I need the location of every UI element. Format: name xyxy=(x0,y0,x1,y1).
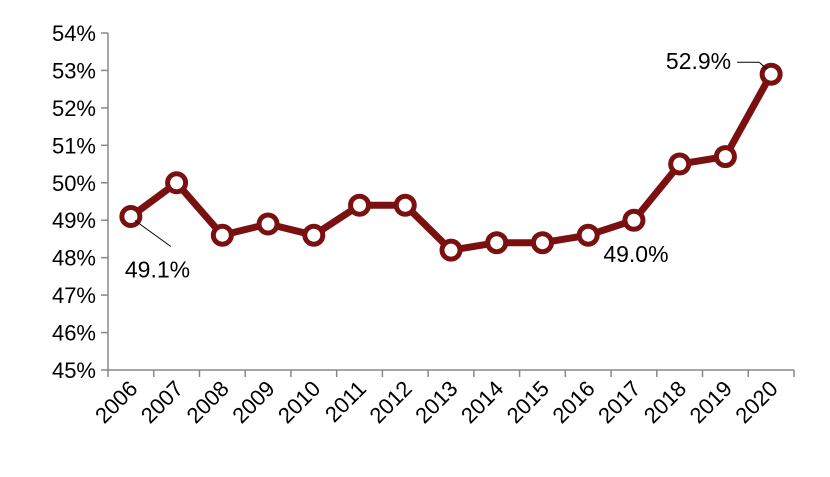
annotation-leader-line xyxy=(758,61,768,70)
data-point-marker xyxy=(348,193,372,217)
x-tick-label: 2007 xyxy=(136,376,188,428)
data-point-marker xyxy=(302,223,326,247)
x-tick-label: 2011 xyxy=(320,376,371,427)
x-tick-label: 2010 xyxy=(273,376,325,428)
y-tick-label: 48% xyxy=(52,246,96,271)
y-tick-label: 46% xyxy=(52,321,96,346)
y-tick-label: 53% xyxy=(52,58,96,83)
y-axis-ticks: 45% 46% 47% 48% 49% 50% 51% 52% 53% 54% xyxy=(52,21,108,383)
y-tick-label: 54% xyxy=(52,21,96,46)
data-point-marker xyxy=(622,208,646,232)
x-tick-label: 2017 xyxy=(593,376,645,428)
x-tick-label: 2012 xyxy=(365,376,417,428)
data-point-marker xyxy=(576,223,600,247)
data-point-marker xyxy=(530,231,554,255)
annotations: 49.1% 49.0% 52.9% xyxy=(125,48,768,282)
x-tick-label: 2013 xyxy=(410,376,462,428)
x-tick-label: 2020 xyxy=(730,376,782,428)
annotation-leader-line xyxy=(134,220,172,247)
data-point-marker xyxy=(210,223,234,247)
data-point-marker xyxy=(393,193,417,217)
data-point-marker xyxy=(485,231,509,255)
axes xyxy=(107,33,794,371)
y-tick-label: 49% xyxy=(52,208,96,233)
data-point-marker xyxy=(668,152,692,176)
x-tick-label: 2009 xyxy=(227,376,279,428)
data-point-marker xyxy=(713,145,737,169)
x-tick-label: 2018 xyxy=(639,376,691,428)
data-point-marker xyxy=(256,212,280,236)
data-label: 52.9% xyxy=(666,48,731,74)
series-group xyxy=(119,62,783,262)
x-tick-label: 2016 xyxy=(547,376,599,428)
y-tick-label: 45% xyxy=(52,358,96,383)
x-tick-label: 2014 xyxy=(456,376,508,428)
data-label: 49.1% xyxy=(125,256,190,282)
y-tick-label: 52% xyxy=(52,96,96,121)
x-axis-ticks: 2006200720082009201020112012201320142015… xyxy=(90,370,795,428)
x-tick-label: 2015 xyxy=(502,376,554,428)
data-point-marker xyxy=(119,204,143,228)
y-tick-label: 51% xyxy=(52,133,96,158)
data-label: 49.0% xyxy=(603,241,668,267)
x-tick-label: 2006 xyxy=(90,376,142,428)
y-tick-label: 50% xyxy=(52,171,96,196)
data-point-marker xyxy=(165,171,189,195)
data-point-marker xyxy=(759,62,783,86)
x-tick-label: 2019 xyxy=(685,376,737,428)
x-tick-label: 2008 xyxy=(182,376,234,428)
y-tick-label: 47% xyxy=(52,283,96,308)
data-point-marker xyxy=(439,238,463,262)
